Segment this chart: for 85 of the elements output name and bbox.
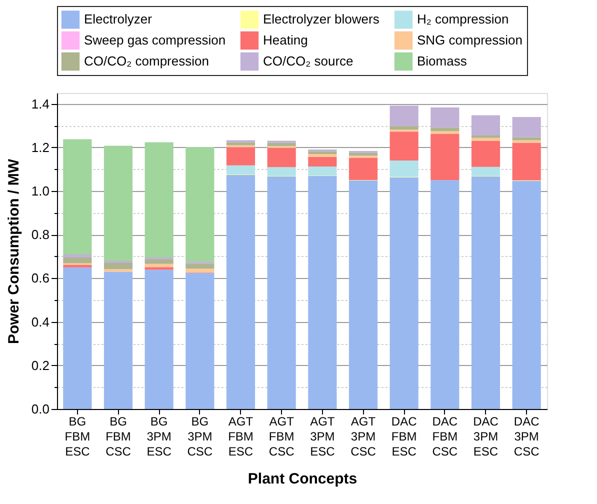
bar xyxy=(226,147,256,166)
bar xyxy=(144,270,174,409)
bar xyxy=(471,166,500,176)
legend-label: CO/CO₂ compression xyxy=(84,54,209,68)
bar xyxy=(390,160,418,177)
x-tick-label: DAC FBM CSC xyxy=(432,414,458,458)
bar xyxy=(226,174,256,409)
bar xyxy=(308,154,337,157)
bar xyxy=(430,180,460,409)
legend-label: Electrolyzer xyxy=(84,12,153,27)
bar xyxy=(63,139,92,254)
bar xyxy=(471,115,500,136)
bar xyxy=(348,180,378,409)
bar xyxy=(308,156,337,166)
y-axis-title: Power Consumption / MW xyxy=(5,158,22,344)
bar xyxy=(267,176,296,409)
bar xyxy=(104,272,133,409)
legend-label: Heating xyxy=(263,32,308,48)
bar xyxy=(471,176,500,409)
bar xyxy=(226,165,256,175)
bar xyxy=(104,146,133,262)
bar xyxy=(430,107,460,128)
y-tick-label: 1.4 xyxy=(31,96,50,112)
x-tick-label: BG FBM ESC xyxy=(64,414,90,458)
bar xyxy=(63,267,92,409)
bar xyxy=(144,142,174,258)
x-tick-label: BG FBM CSC xyxy=(106,414,132,458)
y-tick-label: 1.0 xyxy=(31,184,50,199)
bar xyxy=(512,180,541,409)
bar xyxy=(348,158,378,180)
legend-label: Electrolyzer blowers xyxy=(263,12,380,27)
bar xyxy=(144,267,174,270)
bar xyxy=(63,258,92,264)
legend-label: SNG compression xyxy=(417,32,522,48)
y-tick-label: 0.8 xyxy=(31,227,50,242)
bar xyxy=(63,254,92,258)
y-tick-label: 0.4 xyxy=(31,314,50,330)
bar xyxy=(471,135,500,138)
legend-label: Sweep gas compression xyxy=(84,32,226,48)
bar xyxy=(430,128,460,132)
bar xyxy=(186,273,214,409)
bar xyxy=(226,142,256,146)
y-tick-label: 0.0 xyxy=(31,402,50,416)
y-tick-label: 0.6 xyxy=(31,270,50,286)
bar xyxy=(430,131,460,134)
bar xyxy=(267,142,296,146)
bar xyxy=(186,264,214,269)
bar xyxy=(308,166,337,176)
x-tick-label: DAC FBM ESC xyxy=(391,414,418,458)
bar xyxy=(390,132,418,161)
bar xyxy=(390,126,418,130)
x-tick-label: BG 3PM CSC xyxy=(187,414,213,458)
bar xyxy=(512,137,541,140)
bar xyxy=(390,177,418,409)
bar xyxy=(104,269,133,272)
x-axis-title: Plant Concepts xyxy=(248,470,358,488)
x-tick-label: DAC 3PM CSC xyxy=(514,414,540,458)
legend-label: CO/CO₂ source xyxy=(263,54,354,68)
bar xyxy=(308,176,337,409)
bar xyxy=(348,152,378,156)
bar xyxy=(186,268,214,273)
bar xyxy=(512,142,541,180)
bar xyxy=(186,147,214,262)
bar xyxy=(144,264,174,268)
bar xyxy=(144,260,174,264)
x-tick-label: DAC 3PM ESC xyxy=(473,414,499,458)
y-tick-label: 1.2 xyxy=(31,140,50,155)
y-tick-label: 0.2 xyxy=(31,358,50,373)
bar xyxy=(471,138,500,141)
x-tick-label: AGT FBM ESC xyxy=(228,414,254,458)
x-tick-label: AGT FBM CSC xyxy=(268,414,295,458)
bar xyxy=(267,148,296,168)
bar xyxy=(104,262,133,270)
bar xyxy=(430,134,460,180)
x-tick-label: AGT 3PM ESC xyxy=(310,414,336,458)
bar xyxy=(471,140,500,167)
bar xyxy=(63,264,92,268)
legend-label: Biomass xyxy=(417,54,468,68)
x-tick-label: AGT 3PM CSC xyxy=(350,414,376,458)
bar xyxy=(267,167,296,176)
legend-label: H₂ compression xyxy=(417,12,509,27)
x-tick-label: BG 3PM ESC xyxy=(146,414,172,458)
bar xyxy=(390,106,418,126)
bar xyxy=(512,116,541,138)
bar xyxy=(308,151,337,154)
